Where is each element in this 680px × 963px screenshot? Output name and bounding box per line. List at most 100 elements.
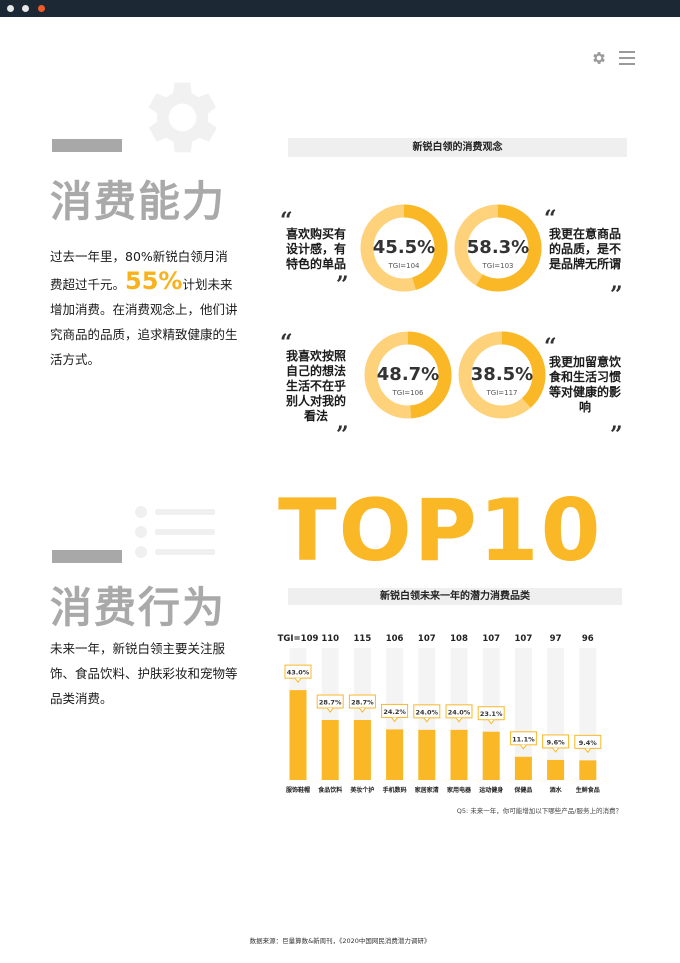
tgi-label: 96 bbox=[582, 634, 594, 644]
data-label: 28.7% bbox=[319, 699, 342, 707]
window-dot-1[interactable] bbox=[7, 5, 14, 12]
tgi-label: 107 bbox=[418, 634, 436, 644]
donut-percent-4: 38.5% bbox=[470, 364, 534, 385]
quote-open-icon: “ bbox=[280, 330, 293, 356]
menu-icon[interactable] bbox=[619, 51, 635, 65]
tgi-label: 110 bbox=[321, 634, 339, 644]
attitude-text-1: 喜欢购买有设计感，有特色的单品 bbox=[285, 227, 346, 271]
data-label-pointer bbox=[359, 707, 366, 713]
top10-heading: TOP10 bbox=[278, 481, 603, 581]
data-label: 43.0% bbox=[287, 669, 310, 677]
bar bbox=[514, 756, 532, 780]
data-label-box bbox=[316, 694, 344, 709]
donut-tgi-3: TGI=106 bbox=[392, 389, 424, 397]
quote-close-icon: ” bbox=[336, 422, 349, 448]
category-label: 酒水 bbox=[550, 786, 563, 794]
tgi-label: 115 bbox=[354, 634, 372, 644]
category-label: 食品饮料 bbox=[317, 786, 342, 794]
bar-background bbox=[514, 648, 532, 780]
data-label: 24.2% bbox=[383, 708, 406, 716]
data-label-box bbox=[445, 704, 473, 719]
attitudes-header: 新锐白领的消费观念 bbox=[288, 138, 627, 157]
tgi-label: 107 bbox=[515, 634, 533, 644]
donut-chart-1 bbox=[360, 204, 448, 292]
attitude-text-4: 我更加留意饮食和生活习惯等对健康的影响 bbox=[548, 355, 621, 414]
tgi-label: 97 bbox=[550, 634, 562, 644]
data-label-pointer bbox=[294, 677, 302, 683]
bar bbox=[547, 759, 565, 780]
section-paragraph: 过去一年里，80%新锐白领月消费超过千元。55%计划未来增加消费。在消费观念上，… bbox=[50, 244, 240, 372]
data-label-pointer bbox=[552, 747, 559, 753]
donut-chart-4 bbox=[458, 331, 546, 419]
section-title-consumption-power: 消费能力 bbox=[50, 177, 227, 226]
data-label: 23.1% bbox=[480, 710, 503, 718]
section-accent-bar bbox=[52, 139, 122, 152]
quote-open-icon: “ bbox=[544, 206, 557, 232]
quote-open-icon: “ bbox=[544, 334, 557, 360]
data-label-pointer bbox=[391, 717, 398, 723]
window-dot-2[interactable] bbox=[22, 5, 29, 12]
section-paragraph: 未来一年，新锐白领主要关注服饰、食品饮料、护肤彩妆和宠物等品类消费。 bbox=[50, 641, 238, 706]
chart-header: 新锐白领未来一年的潜力消费品类 bbox=[288, 588, 622, 605]
quote-open-icon: “ bbox=[280, 208, 293, 234]
category-label: 家居家清 bbox=[415, 786, 439, 794]
category-label: 家用电器 bbox=[447, 786, 472, 794]
tgi-label: TGI=109 bbox=[278, 634, 319, 644]
tgi-label: 108 bbox=[450, 634, 468, 644]
bar-chart: 43.0% TGI=109 服饰鞋帽 28.7% 110 食品饮料 28.7% 115 美妆个护… bbox=[278, 634, 602, 794]
question-footnote: Q5: 未来一年，你可能增加以下哪些产品/服务上的消费？ bbox=[456, 807, 622, 815]
data-label: 9.6% bbox=[547, 738, 566, 746]
window-close-dot[interactable] bbox=[38, 5, 45, 12]
data-label-box bbox=[542, 734, 570, 749]
category-label: 服饰鞋帽 bbox=[286, 786, 310, 794]
data-label-pointer bbox=[455, 717, 463, 723]
data-label: 24.0% bbox=[448, 708, 471, 716]
paragraph-text: 计划未来增加消费。在消费观念上，他们讲究商品的品质，追求精致健康的生活方式。 bbox=[50, 277, 238, 367]
bar bbox=[386, 729, 404, 780]
data-label: 11.1% bbox=[512, 735, 535, 743]
donut-percent-1: 45.5% bbox=[372, 237, 436, 258]
category-label: 手机数码 bbox=[383, 786, 407, 794]
gear-icon[interactable] bbox=[591, 50, 607, 66]
data-label-box bbox=[413, 704, 441, 719]
attitude-text-3: 我喜欢按照自己的想法生活不在乎别人对我的看法 bbox=[285, 349, 346, 423]
quote-close-icon: ” bbox=[610, 282, 623, 308]
data-label: 24.0% bbox=[416, 708, 439, 716]
category-label: 美妆个护 bbox=[349, 786, 374, 794]
bar-background bbox=[579, 648, 597, 780]
tgi-label: 106 bbox=[386, 634, 404, 644]
bar bbox=[418, 729, 436, 780]
gear-icon bbox=[148, 82, 217, 153]
data-label-pointer bbox=[520, 744, 527, 750]
highlight-percent: 55% bbox=[125, 267, 183, 295]
bar bbox=[353, 720, 371, 780]
data-label-pointer bbox=[326, 707, 334, 713]
quote-close-icon: ” bbox=[336, 272, 349, 298]
bar bbox=[482, 731, 500, 780]
donut-tgi-1: TGI=104 bbox=[388, 262, 420, 270]
data-label: 28.7% bbox=[351, 699, 374, 707]
donut-percent-3: 48.7% bbox=[376, 364, 440, 385]
bar bbox=[321, 720, 339, 780]
donut-chart-2 bbox=[454, 204, 542, 292]
paragraph-text: 过去一年里，80%新锐白领月消费超过千元。 bbox=[50, 249, 228, 292]
data-label-box bbox=[348, 694, 376, 709]
data-source: 数据来源：巨量算数&新周刊，《2020中国网民消费潜力调研》 bbox=[249, 937, 431, 945]
donut-chart-3 bbox=[364, 331, 452, 419]
quote-close-icon: ” bbox=[610, 422, 623, 448]
tgi-label: 107 bbox=[482, 634, 500, 644]
data-label-pointer bbox=[487, 719, 495, 725]
bar bbox=[450, 729, 468, 780]
data-label: 9.4% bbox=[579, 739, 598, 747]
data-label-pointer bbox=[423, 717, 431, 723]
bar bbox=[289, 690, 307, 780]
bar bbox=[579, 760, 597, 780]
category-label: 保健品 bbox=[513, 786, 532, 794]
category-label: 生鲜食品 bbox=[576, 786, 600, 794]
window-titlebar bbox=[0, 0, 680, 17]
donut-percent-2: 58.3% bbox=[466, 237, 530, 258]
attitude-text-2: 我更在意商品的品质，是不是品牌无所谓 bbox=[548, 227, 621, 271]
section-title-consumption-behavior: 消费行为 bbox=[50, 583, 227, 632]
list-icon bbox=[135, 500, 230, 565]
donut-tgi-4: TGI=117 bbox=[486, 389, 518, 397]
